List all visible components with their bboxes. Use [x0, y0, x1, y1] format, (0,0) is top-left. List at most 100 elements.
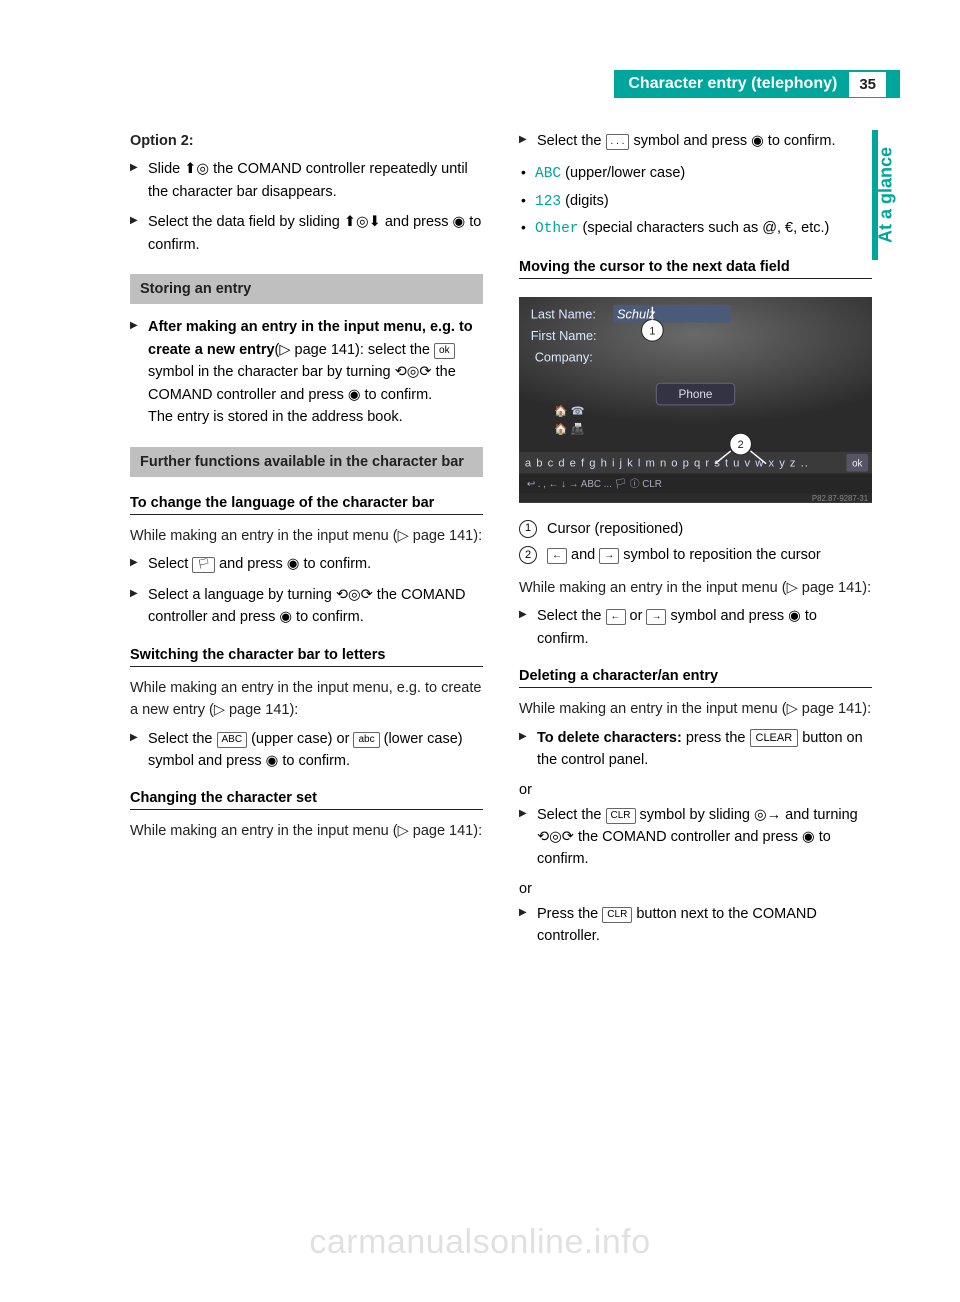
side-tab-label: At a glance: [876, 147, 897, 243]
legend-item: 1 Cursor (repositioned): [519, 518, 872, 540]
svg-text:Company:: Company:: [535, 350, 593, 365]
comand-screenshot: Last Name: Schulz First Name: Company: P…: [519, 297, 872, 503]
step-item: Select the CLR symbol by sliding ◎→ and …: [519, 804, 872, 871]
step-text: Select the: [537, 807, 606, 823]
subhead-delete: Deleting a character/an entry: [519, 668, 872, 688]
step-text: Press the: [537, 906, 602, 922]
subhead-language: To change the language of the character …: [130, 495, 483, 515]
subhead-move-cursor: Moving the cursor to the next data field: [519, 259, 872, 279]
legend-text: ← and → symbol to reposition the cursor: [547, 544, 821, 566]
subhead-letters: Switching the character bar to letters: [130, 647, 483, 667]
header-title: Character entry (telephony): [628, 75, 837, 93]
step-text: Select the: [537, 133, 606, 149]
left-arrow-key-icon: ←: [606, 609, 626, 625]
svg-text:Phone: Phone: [679, 388, 713, 401]
legend-text: Cursor (repositioned): [547, 518, 683, 540]
svg-text:🏠 📠: 🏠 📠: [554, 422, 584, 435]
svg-text:P82.87-9287-31: P82.87-9287-31: [812, 494, 868, 503]
letters-steps: Select the ABC (upper case) or abc (lowe…: [130, 728, 483, 773]
step-bold: To delete characters:: [537, 730, 682, 746]
step-item: Slide ⬆◎ the COMAND controller repeatedl…: [130, 158, 483, 203]
step-item: To delete characters: press the CLEAR bu…: [519, 727, 872, 772]
bullet-text: (special characters such as @, €, etc.): [579, 220, 830, 236]
or-separator: or: [519, 881, 872, 897]
charset-options: ABC (upper/lower case) 123 (digits) Othe…: [519, 162, 872, 240]
watermark: carmanualsonline.info: [0, 1223, 960, 1262]
code-other: Other: [535, 221, 579, 237]
del-steps-3: Press the CLR button next to the COMAND …: [519, 903, 872, 948]
subhead-charset: Changing the character set: [130, 790, 483, 810]
legend-item: 2 ← and → symbol to reposition the cursor: [519, 544, 872, 566]
page-number: 35: [849, 72, 886, 97]
step-item: Press the CLR button next to the COMAND …: [519, 903, 872, 948]
step-item: Select a language by turning ⟲◎⟳ the COM…: [130, 584, 483, 629]
del-steps-2: Select the CLR symbol by sliding ◎→ and …: [519, 804, 872, 871]
bullet-item: Other (special characters such as @, €, …: [519, 217, 872, 240]
step-text: and press ◉ to confirm.: [215, 556, 371, 572]
bullet-text: (digits): [561, 193, 609, 209]
section-storing-entry: Storing an entry: [130, 274, 483, 304]
step-item: Select the data field by sliding ⬆◎⬇ and…: [130, 211, 483, 256]
section-further-functions: Further functions available in the chara…: [130, 447, 483, 477]
svg-text:1: 1: [649, 325, 655, 337]
del-steps-1: To delete characters: press the CLEAR bu…: [519, 727, 872, 772]
step-item: Select the . . . symbol and press ◉ to c…: [519, 130, 872, 152]
screenshot-legend: 1 Cursor (repositioned) 2 ← and → symbol t…: [519, 518, 872, 567]
step-item: Select the ← or → symbol and press ◉ to …: [519, 605, 872, 650]
svg-text:🏠 ☎: 🏠 ☎: [554, 405, 584, 418]
page-root: Character entry (telephony) 35 At a glan…: [0, 0, 960, 1302]
step-text: press the: [682, 730, 750, 746]
ok-key-icon: ok: [434, 343, 455, 359]
code-abc: ABC: [535, 166, 561, 182]
step-text: (upper case) or: [247, 731, 353, 747]
step-text: (▷ page 141): select the: [275, 342, 434, 358]
charset-intro: While making an entry in the input menu …: [130, 820, 483, 842]
right-arrow-key-icon: →: [646, 609, 666, 625]
charset-steps: Select the . . . symbol and press ◉ to c…: [519, 130, 872, 152]
step-text: Select the: [537, 608, 606, 624]
flag-key-icon: 🏳: [192, 557, 215, 573]
svg-text:2: 2: [738, 439, 744, 451]
or-separator: or: [519, 782, 872, 798]
step-result: The entry is stored in the address book.: [148, 409, 403, 425]
right-column: Select the . . . symbol and press ◉ to c…: [519, 130, 872, 958]
bullet-item: ABC (upper/lower case): [519, 162, 872, 185]
lang-intro: While making an entry in the input menu …: [130, 525, 483, 547]
step-text: symbol in the character bar by turning ⟲…: [148, 364, 456, 402]
lang-steps: Select 🏳 and press ◉ to confirm. Select …: [130, 553, 483, 628]
step-item: Select 🏳 and press ◉ to confirm.: [130, 553, 483, 575]
step-text: Select the: [148, 731, 217, 747]
abc-lower-key-icon: abc: [353, 732, 379, 748]
del-intro: While making an entry in the input menu …: [519, 698, 872, 720]
header-bar: Character entry (telephony) 35: [614, 70, 900, 98]
svg-text:First Name:: First Name:: [531, 328, 597, 343]
dots-key-icon: . . .: [606, 134, 630, 150]
left-arrow-key-icon: ←: [547, 548, 567, 564]
svg-text:↩ . , ← ↓ → ABC ... 🏳 ⓘ C: ↩ . , ← ↓ → ABC ... 🏳 ⓘ CLR: [527, 478, 662, 490]
step-item: After making an entry in the input menu,…: [130, 316, 483, 428]
abc-upper-key-icon: ABC: [217, 732, 248, 748]
letters-intro: While making an entry in the input menu,…: [130, 677, 483, 722]
legend-marker-1: 1: [519, 520, 537, 538]
bullet-text: (upper/lower case): [561, 165, 685, 181]
step-text: or: [626, 608, 647, 624]
storing-steps: After making an entry in the input menu,…: [130, 316, 483, 428]
move-intro: While making an entry in the input menu …: [519, 577, 872, 599]
clear-key-icon: CLEAR: [750, 729, 799, 747]
move-steps: Select the ← or → symbol and press ◉ to …: [519, 605, 872, 650]
bullet-item: 123 (digits): [519, 190, 872, 213]
option2-label: Option 2:: [130, 130, 483, 152]
option2-steps: Slide ⬆◎ the COMAND controller repeatedl…: [130, 158, 483, 256]
step-text: Select: [148, 556, 192, 572]
legend-marker-2: 2: [519, 546, 537, 564]
left-column: Option 2: Slide ⬆◎ the COMAND controller…: [130, 130, 483, 958]
content-columns: Option 2: Slide ⬆◎ the COMAND controller…: [130, 130, 872, 958]
right-arrow-key-icon: →: [599, 548, 619, 564]
code-123: 123: [535, 194, 561, 210]
step-item: Select the ABC (upper case) or abc (lowe…: [130, 728, 483, 773]
svg-text:ok: ok: [852, 459, 862, 470]
svg-text:a b c d e f g h i j k l m n o: a b c d e f g h i j k l m n o p q r s t …: [525, 458, 809, 470]
clr-key-icon: CLR: [602, 907, 632, 923]
side-tab: At a glance: [872, 130, 900, 260]
svg-text:Last Name:: Last Name:: [531, 306, 596, 321]
